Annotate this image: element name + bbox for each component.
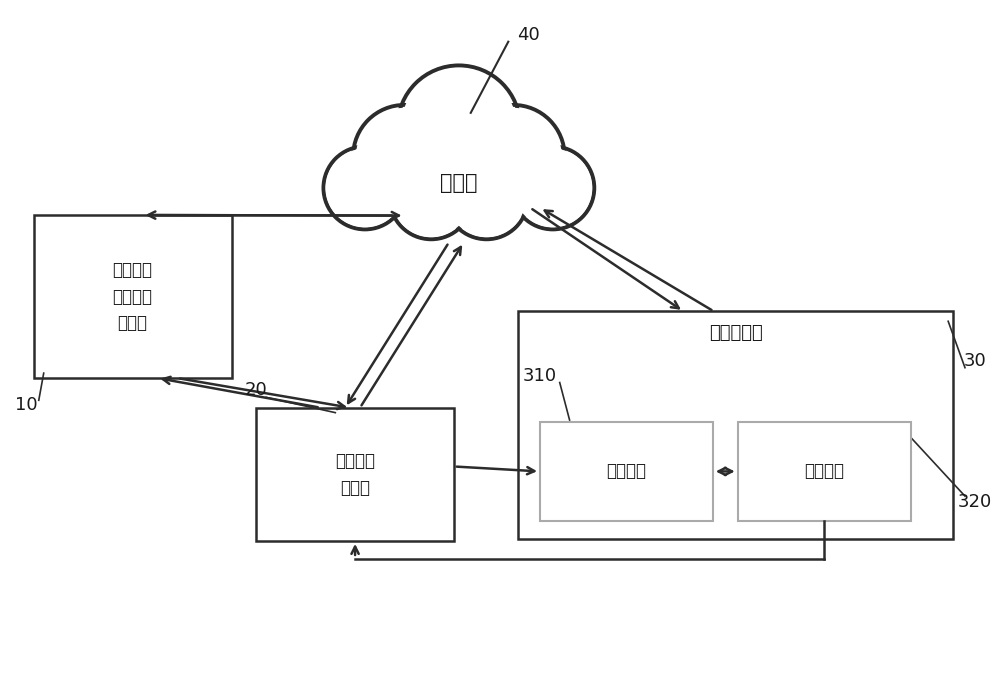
Circle shape — [514, 150, 591, 226]
Text: 焊接评价
子系统: 焊接评价 子系统 — [335, 452, 375, 497]
Circle shape — [465, 108, 561, 204]
FancyBboxPatch shape — [540, 422, 713, 521]
Text: 立体视觉
焊接模拟
子系统: 立体视觉 焊接模拟 子系统 — [113, 261, 153, 332]
Circle shape — [511, 146, 594, 229]
Circle shape — [326, 150, 404, 226]
Text: 教师终端: 教师终端 — [606, 462, 646, 480]
Circle shape — [390, 156, 473, 239]
Text: 30: 30 — [963, 352, 986, 370]
Text: 10: 10 — [15, 397, 37, 414]
Circle shape — [323, 146, 406, 229]
Circle shape — [462, 105, 565, 208]
Circle shape — [393, 159, 470, 237]
Text: 服务器: 服务器 — [440, 173, 478, 193]
Circle shape — [398, 65, 520, 188]
FancyBboxPatch shape — [256, 407, 454, 541]
Circle shape — [357, 108, 452, 204]
Text: 教学子系统: 教学子系统 — [709, 324, 763, 342]
Text: 320: 320 — [958, 493, 992, 511]
FancyBboxPatch shape — [738, 422, 911, 521]
Text: 310: 310 — [523, 366, 557, 385]
Text: 20: 20 — [245, 381, 268, 399]
Circle shape — [353, 105, 456, 208]
Circle shape — [448, 159, 525, 237]
Text: 学生终端: 学生终端 — [804, 462, 844, 480]
Text: 40: 40 — [517, 26, 539, 44]
Circle shape — [402, 70, 516, 184]
Circle shape — [445, 156, 528, 239]
FancyBboxPatch shape — [518, 311, 953, 539]
FancyBboxPatch shape — [34, 215, 232, 378]
